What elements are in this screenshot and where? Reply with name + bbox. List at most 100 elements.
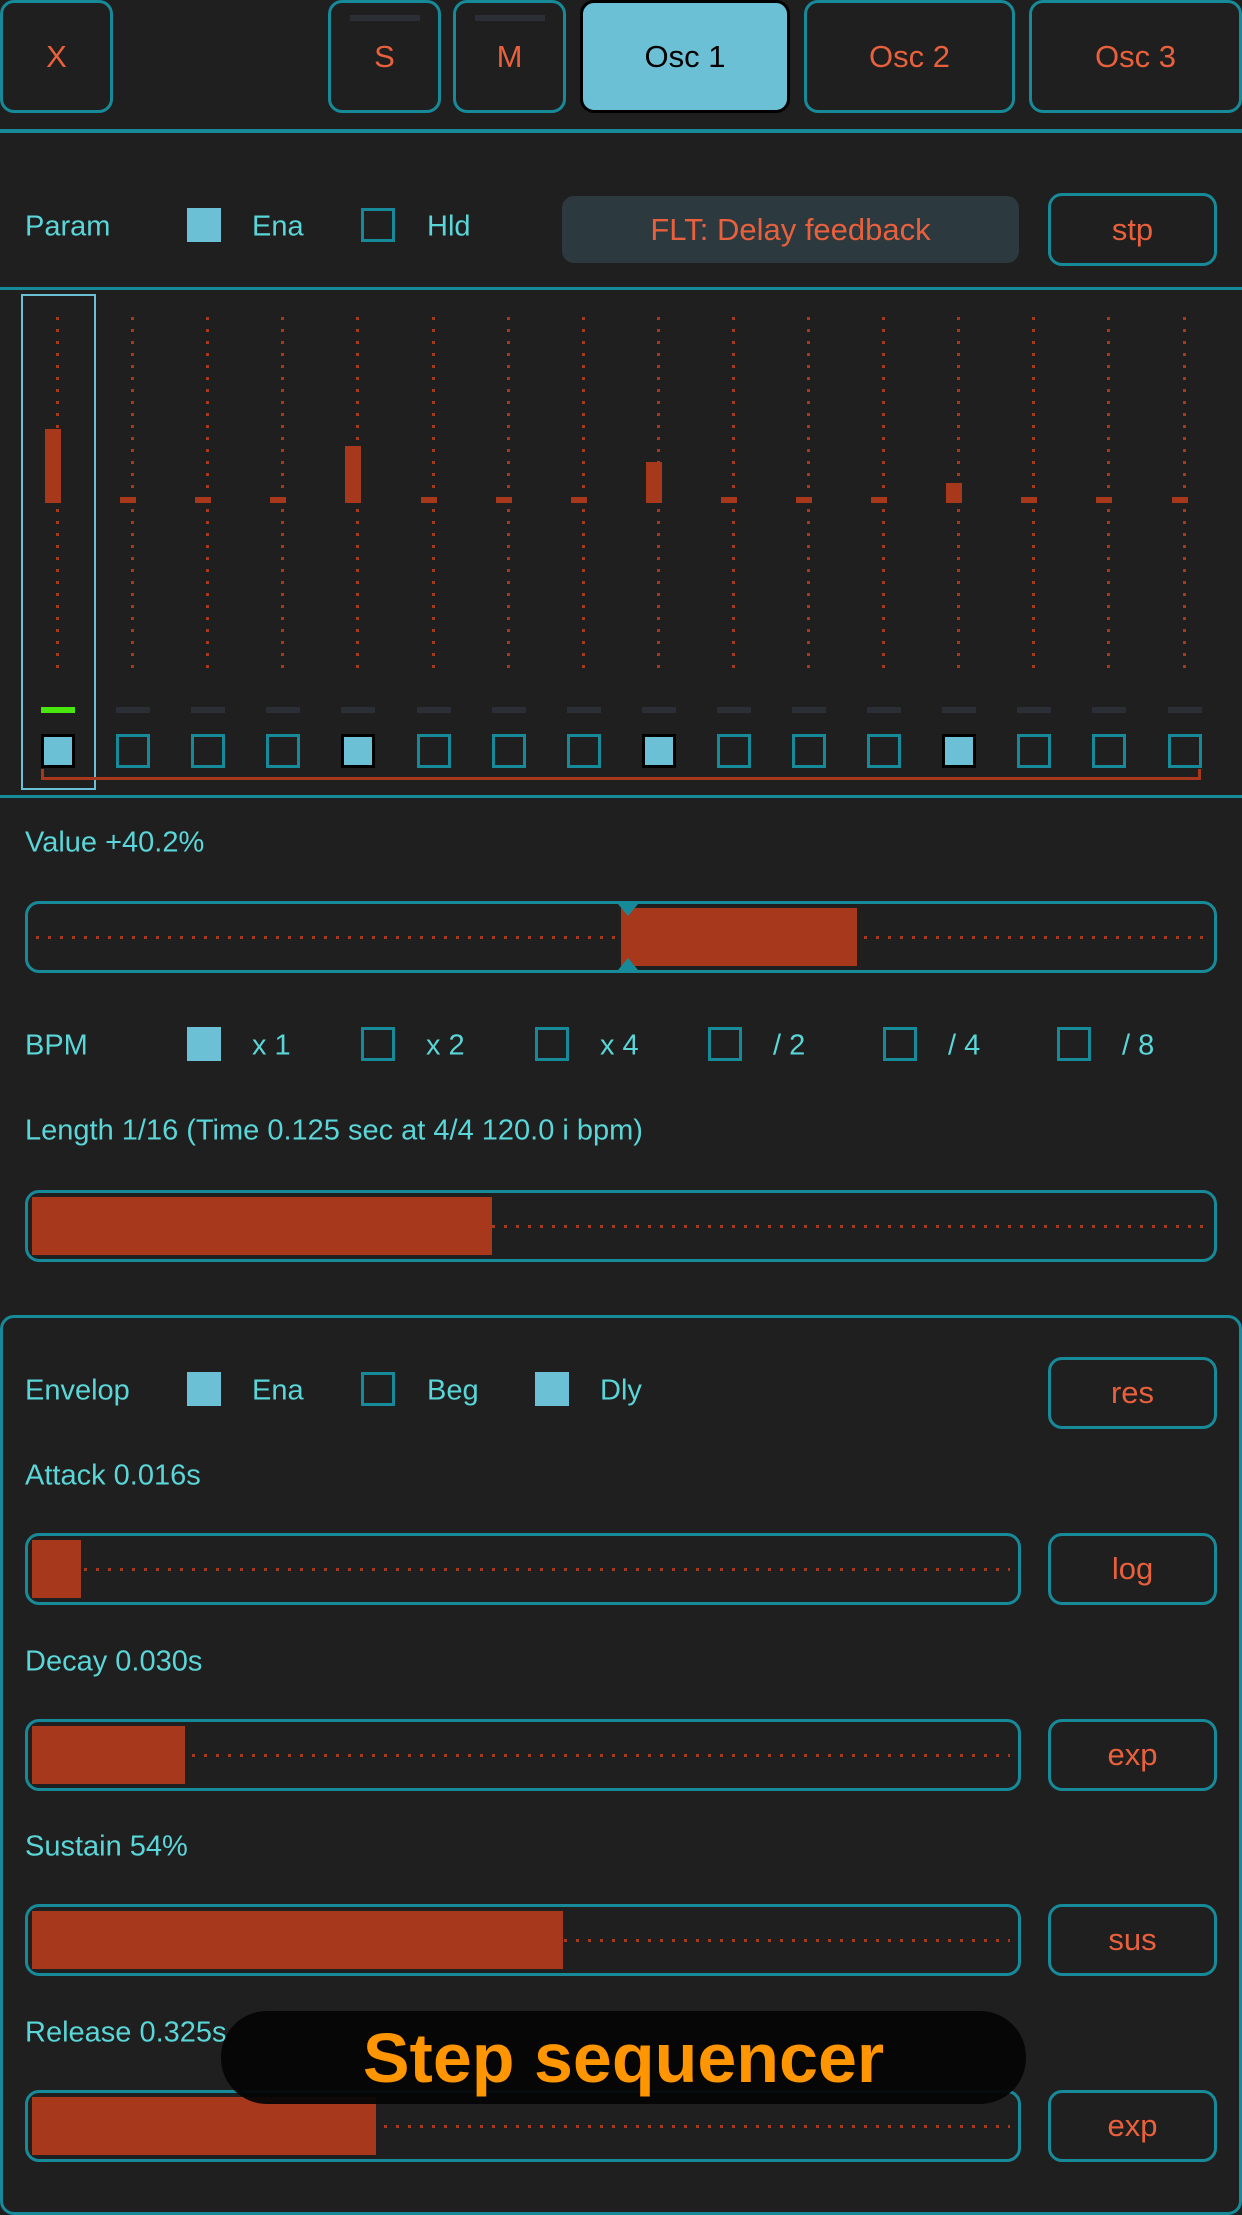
step-playhead-indicator xyxy=(942,707,977,713)
param-target-selector[interactable]: FLT: Delay feedback xyxy=(562,196,1019,263)
solo-label: S xyxy=(374,38,395,74)
value-slider[interactable] xyxy=(25,901,1217,973)
value-label: Value +40.2% xyxy=(25,826,205,859)
step-enable-checkbox[interactable] xyxy=(266,734,301,768)
bpm-option-checkbox[interactable] xyxy=(535,1027,569,1061)
loop-range-bar[interactable] xyxy=(41,777,1201,780)
step-enable-checkbox[interactable] xyxy=(116,734,151,768)
step-playhead-indicator xyxy=(792,707,826,713)
tab-label: Osc 3 xyxy=(1095,38,1176,74)
bpm-option-label: / 8 xyxy=(1122,1029,1155,1062)
curve-button[interactable]: exp xyxy=(1048,2090,1217,2162)
step-enable-checkbox[interactable] xyxy=(566,734,601,768)
step-enable-checkbox[interactable] xyxy=(191,734,226,768)
bpm-option-checkbox[interactable] xyxy=(883,1027,917,1061)
step-value-bar[interactable] xyxy=(195,497,212,503)
step-enable-checkbox[interactable] xyxy=(1017,734,1052,768)
res-label: res xyxy=(1110,1375,1155,1410)
envelope-row-label: Sustain 54% xyxy=(25,1830,188,1863)
step-enable-checkbox[interactable] xyxy=(942,734,977,768)
step-playhead-indicator xyxy=(867,707,902,713)
step-value-bar[interactable] xyxy=(946,482,963,503)
envelope-label: Envelop xyxy=(25,1374,130,1407)
stp-label: stp xyxy=(1111,211,1154,247)
tab-osc-2[interactable]: Osc 2 xyxy=(804,0,1015,113)
step-enable-checkbox[interactable] xyxy=(792,734,826,768)
envelope-slider[interactable] xyxy=(25,1719,1021,1791)
step-value-bar[interactable] xyxy=(45,428,61,503)
mute-button[interactable]: M xyxy=(453,0,566,113)
env-dly-label: Dly xyxy=(600,1374,642,1407)
slider-fill xyxy=(32,1726,185,1784)
step-value-bar[interactable] xyxy=(345,445,362,503)
param-hld-checkbox[interactable] xyxy=(361,208,395,242)
step-value-bar[interactable] xyxy=(420,497,437,503)
step-playhead-indicator xyxy=(41,707,75,713)
step-enable-checkbox[interactable] xyxy=(341,734,376,768)
res-button[interactable]: res xyxy=(1048,1357,1217,1429)
slider-track xyxy=(36,1754,1010,1757)
env-dly-checkbox[interactable] xyxy=(535,1372,569,1406)
caption-text: Step sequencer xyxy=(362,2018,885,2097)
center-marker-top-icon xyxy=(618,904,638,916)
slider-track xyxy=(36,2125,1010,2128)
step-value-bar[interactable] xyxy=(1171,497,1188,503)
step-playhead-indicator xyxy=(1017,707,1052,713)
step-value-bar[interactable] xyxy=(570,497,587,503)
length-slider[interactable] xyxy=(25,1190,1217,1262)
step-enable-checkbox[interactable] xyxy=(1092,734,1127,768)
tab-osc-1[interactable]: Osc 1 xyxy=(580,0,790,113)
bpm-option-label: / 2 xyxy=(773,1029,806,1062)
param-target-label: FLT: Delay feedback xyxy=(650,211,931,247)
step-enable-checkbox[interactable] xyxy=(867,734,902,768)
env-beg-checkbox[interactable] xyxy=(361,1372,395,1406)
divider xyxy=(0,287,1242,290)
curve-label: exp xyxy=(1107,1737,1158,1772)
env-ena-label: Ena xyxy=(252,1374,304,1407)
envelope-row-label: Decay 0.030s xyxy=(25,1645,203,1678)
step-enable-checkbox[interactable] xyxy=(416,734,451,768)
envelope-slider[interactable] xyxy=(25,1904,1021,1976)
curve-button[interactable]: log xyxy=(1048,1533,1217,1605)
step-value-bar[interactable] xyxy=(270,497,287,503)
step-enable-checkbox[interactable] xyxy=(641,734,676,768)
curve-button[interactable]: sus xyxy=(1048,1904,1217,1976)
bpm-option-checkbox[interactable] xyxy=(361,1027,395,1061)
step-value-bar[interactable] xyxy=(1096,497,1113,503)
slider-track xyxy=(36,1225,1206,1228)
step-value-bar[interactable] xyxy=(720,497,737,503)
stp-button[interactable]: stp xyxy=(1048,193,1217,266)
step-enable-checkbox[interactable] xyxy=(41,734,75,768)
env-ena-checkbox[interactable] xyxy=(187,1372,221,1406)
mute-label: M xyxy=(496,38,523,74)
bpm-option-checkbox[interactable] xyxy=(1057,1027,1091,1061)
slider-fill xyxy=(32,2097,377,2155)
bpm-option-label: / 4 xyxy=(948,1029,981,1062)
step-playhead-indicator xyxy=(566,707,601,713)
step-value-bar[interactable] xyxy=(796,497,812,503)
step-enable-checkbox[interactable] xyxy=(716,734,751,768)
envelope-row-label: Attack 0.016s xyxy=(25,1459,201,1492)
step-enable-checkbox[interactable] xyxy=(1167,734,1202,768)
close-button[interactable]: X xyxy=(0,0,113,113)
selected-step-frame xyxy=(21,294,96,790)
hld-label: Hld xyxy=(427,210,471,243)
solo-button[interactable]: S xyxy=(328,0,441,113)
step-value-bar[interactable] xyxy=(495,497,512,503)
tab-osc-3[interactable]: Osc 3 xyxy=(1029,0,1242,113)
step-value-bar[interactable] xyxy=(120,497,137,503)
step-value-bar[interactable] xyxy=(645,462,662,503)
curve-button[interactable]: exp xyxy=(1048,1719,1217,1791)
env-beg-label: Beg xyxy=(427,1374,479,1407)
bpm-option-checkbox[interactable] xyxy=(187,1027,221,1061)
param-ena-checkbox[interactable] xyxy=(187,208,221,242)
step-value-bar[interactable] xyxy=(1021,497,1038,503)
envelope-slider[interactable] xyxy=(25,1533,1021,1605)
bpm-option-label: x 1 xyxy=(252,1029,291,1062)
length-label: Length 1/16 (Time 0.125 sec at 4/4 120.0… xyxy=(25,1114,643,1147)
step-value-bar[interactable] xyxy=(871,497,888,503)
solo-indicator xyxy=(349,15,420,21)
step-enable-checkbox[interactable] xyxy=(491,734,526,768)
bpm-option-checkbox[interactable] xyxy=(708,1027,742,1061)
step-playhead-indicator xyxy=(191,707,226,713)
